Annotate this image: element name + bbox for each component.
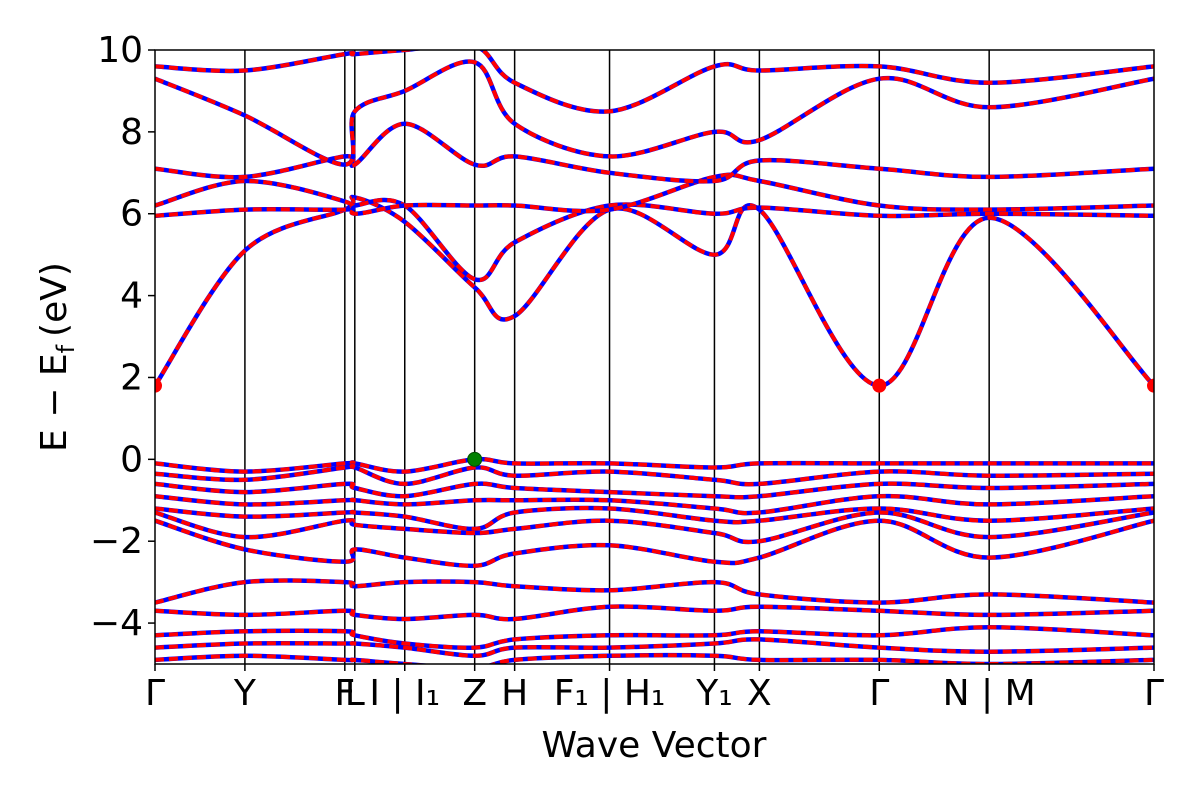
kpoint-label: Γ <box>869 673 889 714</box>
band-line-red <box>155 481 1154 500</box>
band-line-red <box>155 578 1154 605</box>
band-line-blue <box>155 50 1154 114</box>
cbm-marker <box>872 378 887 393</box>
plot-area <box>155 50 1154 664</box>
y-tick-label: 10 <box>97 30 143 71</box>
band-line-red <box>155 625 1154 650</box>
plot-frame <box>154 49 1155 665</box>
band-line-red <box>155 457 1154 474</box>
cbm-marker <box>155 378 162 393</box>
kpoint-label: F₁ | H₁ <box>554 673 666 714</box>
band-line-red <box>155 518 1154 568</box>
y-tick-label: 0 <box>120 439 143 480</box>
band-line-red <box>155 494 1154 516</box>
kpoint-label: L <box>345 673 365 714</box>
band-line-red <box>155 463 1154 487</box>
y-tick-label: 8 <box>120 112 143 153</box>
y-tick-label: −4 <box>90 603 143 644</box>
band-line-red <box>155 197 1154 282</box>
band-line-red <box>155 604 1154 622</box>
cbm-marker <box>1147 378 1154 393</box>
band-line-blue <box>155 578 1154 605</box>
y-axis-title-unit: (eV) <box>34 262 75 337</box>
kpoint-label: H <box>501 673 528 714</box>
kpoint-label: Γ <box>1144 673 1164 714</box>
band-line-red <box>155 506 1154 531</box>
band-line-red <box>155 59 1154 167</box>
kpoint-label: F <box>334 673 355 714</box>
kpoint-label: X <box>747 673 772 714</box>
band-line-red <box>155 194 1154 388</box>
y-axis-title: E − Ef (eV) <box>34 262 80 452</box>
band-line-red <box>155 121 1154 184</box>
y-axis-ticks: 10 8 6 4 2 0 −2 −4 <box>90 30 155 644</box>
band-line-blue <box>155 194 1154 388</box>
extrema-markers <box>155 378 1154 467</box>
y-axis-title-sub: f <box>52 344 80 353</box>
kpoint-label: I | I₁ <box>369 673 440 714</box>
bands <box>155 50 1154 664</box>
kpoint-label: Y₁ <box>695 673 732 714</box>
band-line-red <box>155 50 1154 114</box>
band-line-red <box>155 510 1154 544</box>
y-tick-label: 6 <box>120 194 143 235</box>
band-line-red <box>155 172 1154 216</box>
y-axis-title-main: E − E <box>34 353 75 452</box>
kpoint-label: Z <box>462 673 487 714</box>
x-axis-title: Wave Vector <box>542 725 767 766</box>
y-tick-label: −2 <box>90 521 143 562</box>
kpoint-label: N | M <box>943 673 1036 714</box>
x-axis-kpoint-labels: Γ Y FL I | I₁ Z H F₁ | H₁ Y₁ X Γ N | M Γ <box>145 664 1164 714</box>
kpoint-lines <box>244 50 990 664</box>
band-line-red <box>155 653 1154 664</box>
y-tick-label: 4 <box>120 276 143 317</box>
band-line-blue <box>155 121 1154 184</box>
y-tick-label: 2 <box>120 357 143 398</box>
vbm-marker <box>467 451 483 467</box>
kpoint-label: Y <box>233 673 257 714</box>
kpoint-label: Γ <box>145 673 165 714</box>
band-line-red <box>155 637 1154 658</box>
